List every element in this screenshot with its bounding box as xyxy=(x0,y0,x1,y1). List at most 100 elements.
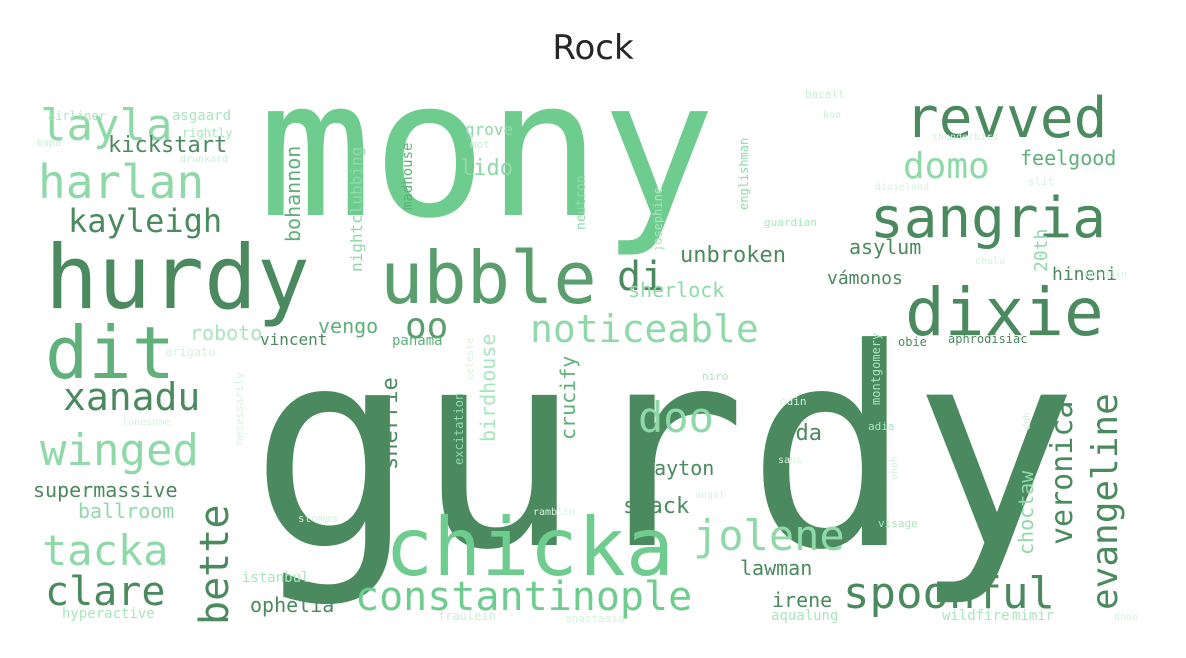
cloud-word-kayleigh: kayleigh xyxy=(68,202,222,240)
cloud-word-lawman: lawman xyxy=(740,556,812,580)
cloud-word-ubble: ubble xyxy=(380,236,597,320)
cloud-word-tacka: tacka xyxy=(42,526,168,575)
cloud-word-slit: slit xyxy=(1028,175,1055,188)
cloud-word-panama: panama xyxy=(392,333,443,349)
cloud-word-aphrodisiac: aphrodisiac xyxy=(948,332,1027,346)
cloud-word-visage: visage xyxy=(878,517,918,530)
cloud-word-neutron: neutron xyxy=(574,175,589,230)
chart-title: Rock xyxy=(552,28,634,68)
cloud-word-choctaw: choctaw xyxy=(1014,470,1038,555)
cloud-word-ohoh: ohoh xyxy=(889,456,900,480)
cloud-word-vincent: vincent xyxy=(260,330,327,349)
cloud-word-unbroken: unbroken xyxy=(680,243,786,268)
cloud-word-niro: niro xyxy=(702,370,729,383)
cloud-word-angst: angst xyxy=(695,490,725,501)
cloud-word-rightly: rightly xyxy=(182,126,233,140)
cloud-word-thunderbird: thunderbird xyxy=(932,132,998,143)
cloud-word-sherrie: sherrie xyxy=(378,377,403,470)
cloud-word-koo: koo xyxy=(823,110,841,121)
cloud-word-xanadu: xanadu xyxy=(63,375,200,419)
cloud-word-guardian: guardian xyxy=(764,216,817,229)
cloud-word-kickstart: kickstart xyxy=(108,133,227,158)
cloud-word-revved: revved xyxy=(905,86,1107,151)
cloud-word-mot: mot xyxy=(470,138,490,151)
cloud-word-obie: obie xyxy=(898,335,927,349)
cloud-word-harlan: harlan xyxy=(38,155,204,209)
cloud-word-chula: chula xyxy=(975,256,1005,267)
cloud-word-ophelia: ophelia xyxy=(250,593,334,617)
cloud-word-josephine: josephine xyxy=(651,187,665,252)
cloud-word-fraulein: fraulein xyxy=(438,609,496,623)
cloud-word-dixieland: dixieland xyxy=(875,182,929,193)
cloud-word-dit: dit xyxy=(45,311,175,395)
cloud-word-hyperactive: hyperactive xyxy=(62,606,155,622)
cloud-word-mimir: mimir xyxy=(1012,608,1054,624)
cloud-word-slayton: slayton xyxy=(630,456,714,480)
cloud-word-di: di xyxy=(617,254,665,300)
cloud-word-20th: 20th xyxy=(1031,229,1052,272)
cloud-word-englishman: englishman xyxy=(737,138,751,210)
cloud-word-layla: layla xyxy=(40,100,172,151)
cloud-word-grove: grove xyxy=(465,120,513,139)
cloud-word-vámonos: vámonos xyxy=(827,268,903,289)
cloud-word-doo: doo xyxy=(638,393,714,442)
cloud-word-bapa: bapa xyxy=(37,138,61,149)
cloud-word-odin: odin xyxy=(780,395,807,408)
cloud-word-birdhouse: birdhouse xyxy=(476,334,500,442)
cloud-word-nightclubbing: nightclubbing xyxy=(347,147,366,272)
cloud-word-istanbul: istanbul xyxy=(242,570,309,586)
cloud-word-veronica: veronica xyxy=(1045,401,1080,546)
cloud-word-clare: clare xyxy=(45,569,165,615)
cloud-word-dooo: dooo xyxy=(1114,612,1138,623)
cloud-word-unchain: unchain xyxy=(1085,269,1127,280)
cloud-word-chicka: chicka xyxy=(385,501,674,594)
cloud-word-oo: oo xyxy=(405,306,448,347)
cloud-word-evangeline: evangeline xyxy=(1085,393,1126,610)
cloud-word-wildfire: wildfire xyxy=(942,608,1009,624)
cloud-word-constantinople: constantinople xyxy=(355,574,692,620)
cloud-word-dixie: dixie xyxy=(905,274,1104,351)
cloud-word-bette: bette xyxy=(192,505,238,625)
cloud-word-airliner: airliner xyxy=(48,109,106,123)
cloud-word-noticeable: noticeable xyxy=(530,307,759,351)
cloud-word-hineni: hineni xyxy=(1052,264,1117,285)
cloud-word-gurdy: gurdy xyxy=(250,290,1078,610)
cloud-word-celeste: celeste xyxy=(465,338,476,380)
cloud-word-lido: lido xyxy=(460,156,513,181)
cloud-word-shack: shack xyxy=(623,494,689,519)
cloud-word-crucify: crucify xyxy=(556,356,580,440)
cloud-word-domo: domo xyxy=(903,146,990,187)
cloud-word-irene: irene xyxy=(772,588,832,612)
cloud-word-spoonful: spoonful xyxy=(843,568,1055,619)
cloud-word-winged: winged xyxy=(40,425,199,476)
cloud-word-supermassive: supermassive xyxy=(33,478,178,502)
cloud-word-bohannon: bohannon xyxy=(281,146,305,242)
cloud-word-hurdy: hurdy xyxy=(45,226,310,329)
cloud-word-lonesome: lonesome xyxy=(122,417,170,428)
cloud-word-feelgood: feelgood xyxy=(1020,146,1116,170)
cloud-word-asgaard: asgaard xyxy=(172,108,231,124)
cloud-word-duh: duh xyxy=(1022,412,1033,430)
cloud-word-sans: sans xyxy=(778,455,802,466)
cloud-word-bacall: bacall xyxy=(805,88,845,101)
cloud-word-ramblin: ramblin xyxy=(533,507,575,518)
cloud-word-sangria: sangria xyxy=(870,186,1106,251)
cloud-word-adia: adia xyxy=(868,420,895,433)
cloud-word-sherlock: sherlock xyxy=(628,278,724,302)
cloud-word-excitation: excitation xyxy=(452,393,466,465)
cloud-word-montgomery: montgomery xyxy=(869,333,883,405)
cloud-word-ballroom: ballroom xyxy=(78,499,174,523)
cloud-word-roboto: roboto xyxy=(190,321,262,345)
cloud-word-aqualung: aqualung xyxy=(771,608,838,624)
cloud-word-jolene: jolene xyxy=(693,511,845,560)
cloud-word-mony: mony xyxy=(258,39,716,260)
cloud-word-drunkard: drunkard xyxy=(180,154,228,165)
cloud-word-vengo: vengo xyxy=(318,314,378,338)
cloud-word-madhouse: madhouse xyxy=(400,143,416,210)
cloud-word-stompa: stompa xyxy=(298,512,338,525)
cloud-word-asylum: asylum xyxy=(849,235,921,259)
cloud-word-arigato: arigato xyxy=(165,345,216,359)
cloud-word-doda: doda xyxy=(769,421,822,446)
cloud-word-necessarily: necessarily xyxy=(233,372,246,445)
